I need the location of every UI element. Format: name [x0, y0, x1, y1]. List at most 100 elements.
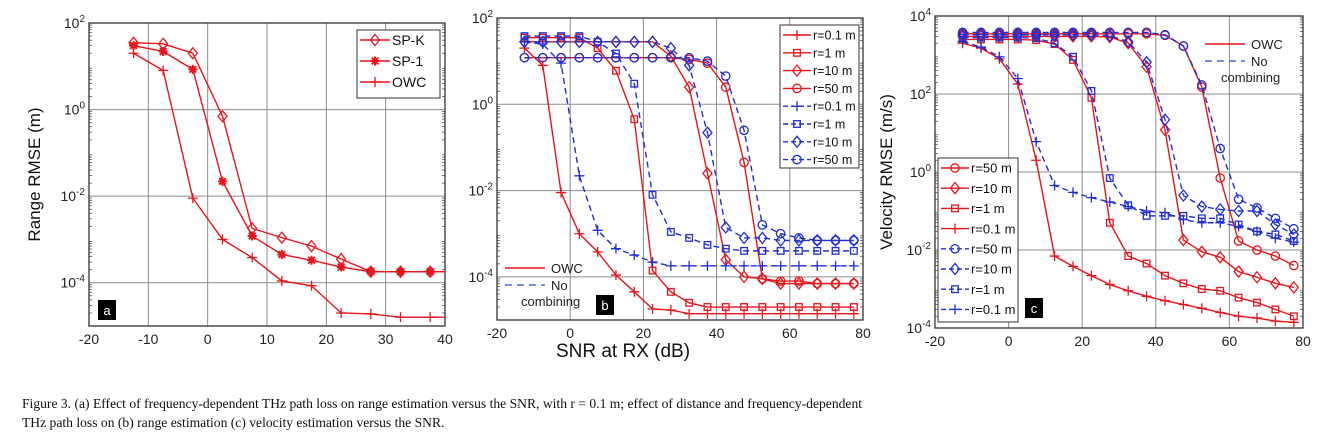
data-point: [1196, 245, 1208, 259]
legend-label: SP-1: [392, 53, 423, 69]
data-point: [1031, 27, 1042, 38]
legend-marker: [370, 56, 380, 66]
data-point: [848, 260, 859, 271]
legend-label: OWC: [392, 74, 426, 90]
data-point: [813, 246, 822, 255]
data-point: [306, 280, 317, 291]
legend-label: r=1 m: [971, 201, 1005, 216]
data-point: [1178, 299, 1189, 310]
data-point: [1233, 194, 1244, 205]
data-point: [592, 246, 603, 257]
series-r-50-m-blue: [519, 52, 859, 246]
data-point: [1104, 29, 1116, 43]
data-point: [702, 260, 713, 271]
data-point: [1178, 233, 1189, 247]
legend-item: r=50 m: [941, 161, 1012, 176]
series-line: [133, 44, 445, 273]
data-point: [128, 48, 139, 59]
data-point: [849, 246, 858, 255]
data-point: [1270, 217, 1281, 232]
data-point: [1233, 311, 1244, 322]
data-point: [848, 277, 860, 291]
data-point: [1012, 27, 1023, 38]
data-point: [593, 37, 602, 46]
data-point: [976, 42, 986, 53]
data-point: [574, 170, 585, 181]
data-point: [425, 267, 435, 277]
x-tick-label: 60: [1222, 333, 1238, 349]
data-point: [775, 228, 786, 239]
data-point: [1141, 291, 1152, 302]
legend-item: r=1 m: [941, 201, 1005, 216]
data-point: [629, 250, 640, 261]
legend-item: SP-K: [360, 32, 425, 48]
data-point: [1270, 316, 1281, 327]
data-point: [977, 33, 985, 42]
data-point: [812, 235, 823, 246]
data-point: [665, 305, 676, 316]
data-point: [795, 246, 803, 255]
data-point: [1234, 293, 1243, 302]
data-point: [396, 267, 405, 277]
data-point: [1159, 123, 1171, 137]
data-point: [129, 41, 138, 51]
data-point: [830, 233, 841, 247]
data-point: [1086, 192, 1097, 203]
data-point: [1031, 136, 1042, 147]
data-point: [1178, 214, 1189, 225]
data-point: [247, 252, 258, 263]
data-point: [665, 260, 676, 271]
y-tick-label: 102: [64, 14, 86, 31]
data-point: [630, 79, 639, 88]
data-point: [739, 125, 749, 136]
x-tick-label: 80: [1295, 333, 1311, 349]
data-point: [795, 303, 803, 311]
y-tick-label: 10-4: [469, 268, 494, 285]
legend-item: r=0.1 m: [783, 100, 856, 114]
data-point: [1288, 223, 1299, 234]
legend: r=50 m r=10 m r=1 m r=0.1 m r=50 m r=10 m r=1 …: [937, 157, 1019, 323]
data-point: [276, 231, 288, 245]
legend-label: r=0.1 m: [813, 29, 856, 43]
data-point: [757, 273, 768, 284]
data-point: [1031, 155, 1042, 166]
data-point: [610, 270, 621, 281]
data-point: [976, 27, 986, 38]
caption-line-2: THz path loss on (b) range estimation (c…: [22, 415, 445, 430]
data-point: [629, 286, 640, 297]
legend-marker: [792, 101, 802, 112]
data-point: [611, 52, 621, 63]
data-point: [666, 287, 675, 296]
data-point: [757, 272, 768, 286]
data-point: [1270, 233, 1281, 244]
panel-badge: a: [98, 300, 116, 320]
legend-item: r=0.1 m: [941, 221, 1015, 236]
legend-label: r=50 m: [971, 241, 1012, 256]
data-point: [1196, 303, 1207, 314]
data-point: [720, 260, 731, 271]
data-point: [519, 35, 530, 49]
legend-marker: [951, 204, 959, 213]
annotation-label: combining: [521, 294, 580, 309]
data-point: [684, 260, 695, 271]
legend-label: SP-K: [392, 32, 425, 48]
data-point: [1104, 279, 1115, 290]
series-r-50-m-blue: [957, 27, 1299, 234]
data-point: [1105, 218, 1114, 227]
legend-marker: [792, 83, 802, 94]
data-point: [520, 32, 529, 41]
data-point: [537, 52, 548, 63]
data-point: [703, 240, 712, 249]
data-point: [1069, 52, 1077, 61]
data-point: [1049, 251, 1060, 262]
data-point: [1196, 217, 1207, 228]
legend: r=0.1 m r=1 m r=10 m r=50 m r=0.1 m r=1 m r=10…: [779, 24, 860, 169]
y-tick-label: 10-2: [469, 182, 494, 199]
data-point: [1087, 86, 1096, 95]
y-tick-label: 102: [472, 9, 494, 26]
data-point: [1233, 265, 1244, 279]
data-point: [957, 27, 968, 38]
data-point: [425, 312, 436, 323]
data-point: [684, 308, 695, 319]
